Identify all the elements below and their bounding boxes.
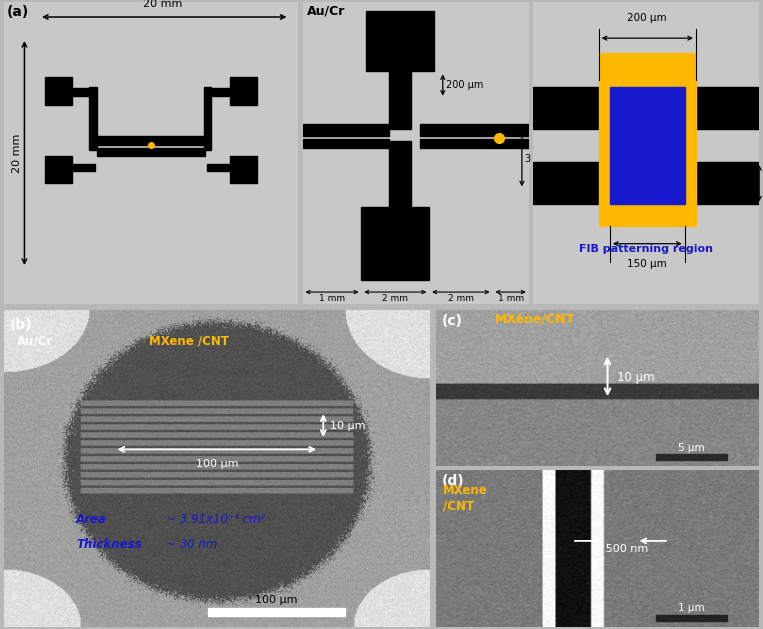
Text: (c): (c) bbox=[441, 314, 462, 328]
Bar bbox=[610, 87, 684, 204]
Bar bbox=[599, 53, 696, 226]
Bar bbox=[72, 88, 95, 96]
Bar bbox=[656, 615, 727, 621]
Text: (d): (d) bbox=[441, 474, 464, 488]
Text: FIB patterning region: FIB patterning region bbox=[579, 243, 713, 253]
Bar bbox=[97, 136, 205, 145]
Text: (b): (b) bbox=[10, 318, 33, 331]
Text: 200 μm: 200 μm bbox=[627, 13, 667, 23]
Text: 10 μm: 10 μm bbox=[617, 370, 655, 384]
Text: ~ 500 nm: ~ 500 nm bbox=[593, 544, 648, 554]
Bar bbox=[207, 164, 230, 171]
Text: 200 μm: 200 μm bbox=[446, 80, 484, 90]
Text: 100 μm: 100 μm bbox=[195, 459, 238, 469]
Bar bbox=[230, 156, 257, 183]
Text: 10 μm: 10 μm bbox=[330, 421, 365, 431]
Text: 20 mm: 20 mm bbox=[143, 0, 182, 9]
Bar bbox=[362, 208, 430, 280]
Bar bbox=[533, 87, 759, 129]
Text: ~ 30 nm: ~ 30 nm bbox=[166, 538, 217, 551]
Bar bbox=[204, 87, 211, 150]
Bar bbox=[207, 88, 230, 96]
Text: 1 mm: 1 mm bbox=[319, 294, 345, 303]
Bar bbox=[533, 162, 759, 204]
Bar bbox=[45, 156, 72, 183]
Text: Area: Area bbox=[76, 513, 107, 526]
Text: (a): (a) bbox=[7, 5, 29, 19]
Bar bbox=[420, 125, 529, 136]
Bar bbox=[45, 77, 72, 104]
Bar bbox=[366, 11, 433, 72]
Bar bbox=[72, 164, 95, 171]
Text: MXene
/CNT: MXene /CNT bbox=[443, 484, 488, 513]
Bar bbox=[388, 141, 411, 208]
Bar bbox=[303, 140, 388, 148]
Text: Au/Cr: Au/Cr bbox=[307, 5, 346, 18]
Bar bbox=[388, 72, 411, 129]
Text: MXene /CNT: MXene /CNT bbox=[149, 335, 229, 348]
Bar bbox=[230, 77, 257, 104]
Text: Thickness: Thickness bbox=[76, 538, 142, 551]
Bar bbox=[420, 140, 529, 148]
Text: 20 mm: 20 mm bbox=[12, 133, 22, 173]
Text: 50 μm: 50 μm bbox=[536, 103, 568, 113]
Bar bbox=[656, 454, 727, 460]
Text: ~ 3.91x10⁻⁴ cm²: ~ 3.91x10⁻⁴ cm² bbox=[166, 513, 265, 526]
Bar bbox=[89, 89, 97, 147]
Text: Au/Cr: Au/Cr bbox=[17, 335, 53, 348]
Text: 1 mm: 1 mm bbox=[497, 294, 523, 303]
Bar bbox=[89, 87, 97, 150]
Text: MXéne/CNT: MXéne/CNT bbox=[494, 312, 575, 325]
Text: 3 mm: 3 mm bbox=[525, 154, 553, 164]
Bar bbox=[97, 148, 205, 156]
Bar bbox=[208, 608, 345, 616]
Text: 2 mm: 2 mm bbox=[448, 294, 474, 303]
Text: 100 μm: 100 μm bbox=[255, 595, 298, 605]
Text: 5 μm: 5 μm bbox=[678, 443, 705, 453]
Bar bbox=[303, 125, 388, 136]
Text: 2 mm: 2 mm bbox=[382, 294, 408, 303]
Text: 150 μm: 150 μm bbox=[627, 259, 667, 269]
Text: 1 μm: 1 μm bbox=[678, 603, 705, 613]
